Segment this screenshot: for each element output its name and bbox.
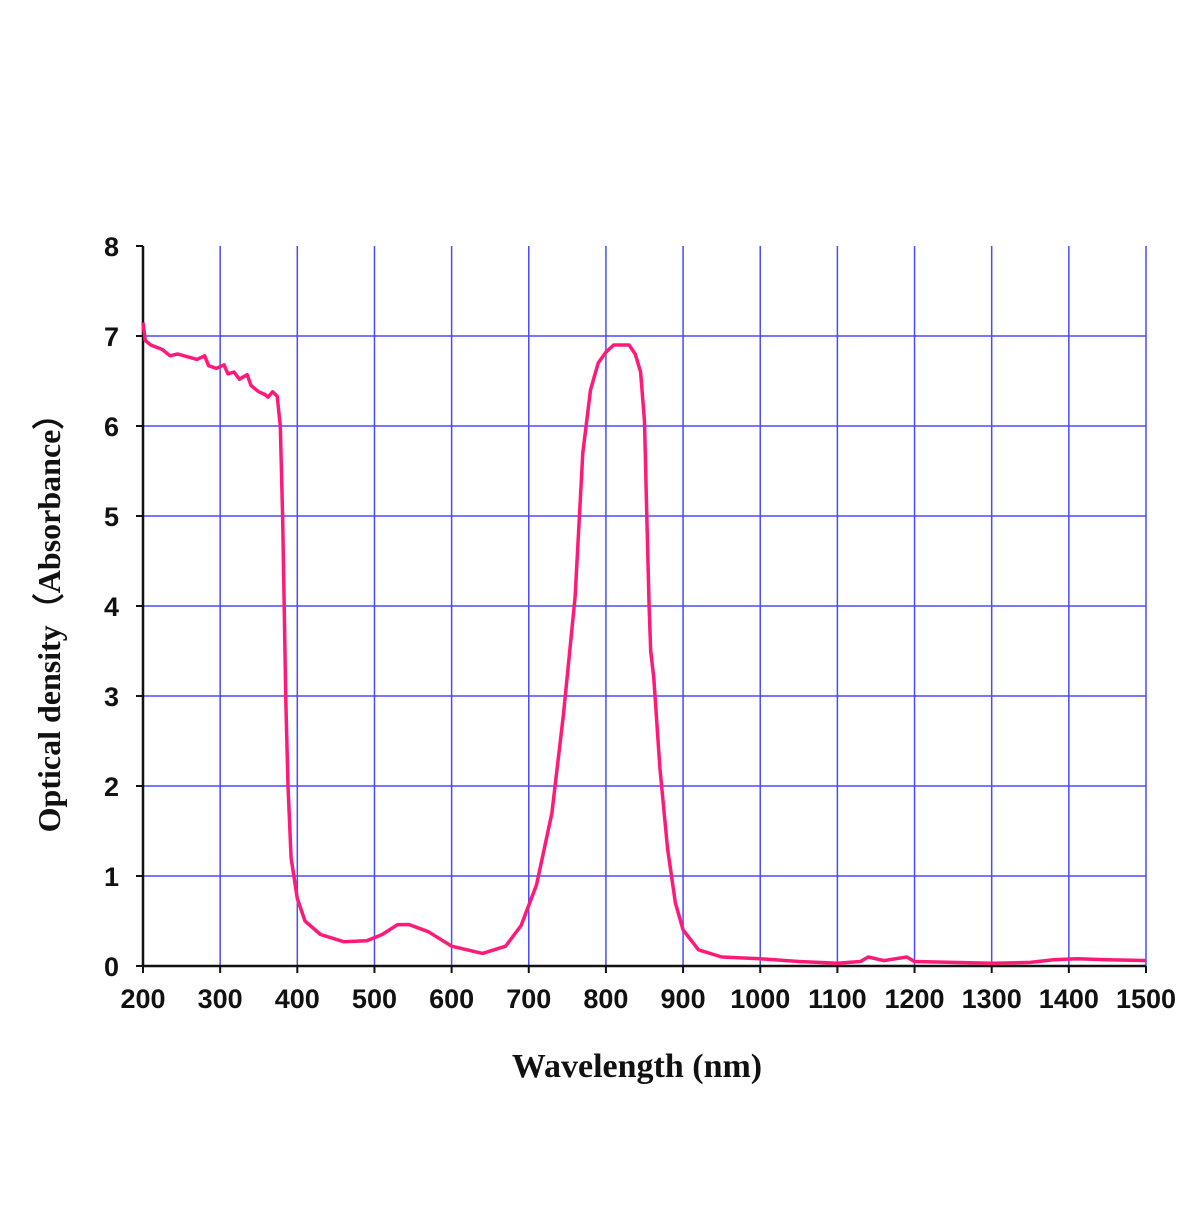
- y-axis-title: Optical density（Absorbance）: [31, 398, 67, 833]
- y-tick-label: 2: [104, 772, 119, 802]
- y-tick-label: 8: [104, 232, 119, 262]
- x-tick-label: 800: [583, 984, 628, 1014]
- axes: [136, 245, 1147, 973]
- x-tick-label: 1400: [1039, 984, 1099, 1014]
- x-tick-label: 500: [352, 984, 397, 1014]
- y-tick-label: 4: [104, 592, 119, 622]
- y-tick-label: 1: [104, 862, 119, 892]
- y-tick-labels: 0 1 2 3 4 5 6 7 8: [104, 232, 119, 982]
- x-tick-labels: 200 300 400 500 600 700 800 900 1000 1100 1200 1300…: [120, 984, 1176, 1014]
- x-tick-label: 200: [120, 984, 165, 1014]
- absorbance-curve: [141, 322, 1147, 966]
- x-axis-title: Wavelength (nm): [512, 1048, 762, 1085]
- x-tick-label: 900: [661, 984, 706, 1014]
- y-tick-label: 6: [104, 412, 119, 442]
- grid: [143, 246, 1147, 966]
- y-tick-label: 3: [104, 682, 119, 712]
- x-tick-label: 1000: [730, 984, 790, 1014]
- x-tick-label: 300: [198, 984, 243, 1014]
- x-tick-label: 1300: [962, 984, 1022, 1014]
- x-tick-label: 1500: [1116, 984, 1176, 1014]
- y-tick-label: 0: [104, 952, 119, 982]
- x-tick-label: 700: [506, 984, 551, 1014]
- y-tick-label: 7: [104, 322, 119, 352]
- y-tick-label: 5: [104, 502, 119, 532]
- x-tick-label: 1200: [884, 984, 944, 1014]
- x-tick-label: 1100: [808, 984, 867, 1014]
- x-tick-label: 600: [429, 984, 474, 1014]
- x-tick-label: 400: [275, 984, 320, 1014]
